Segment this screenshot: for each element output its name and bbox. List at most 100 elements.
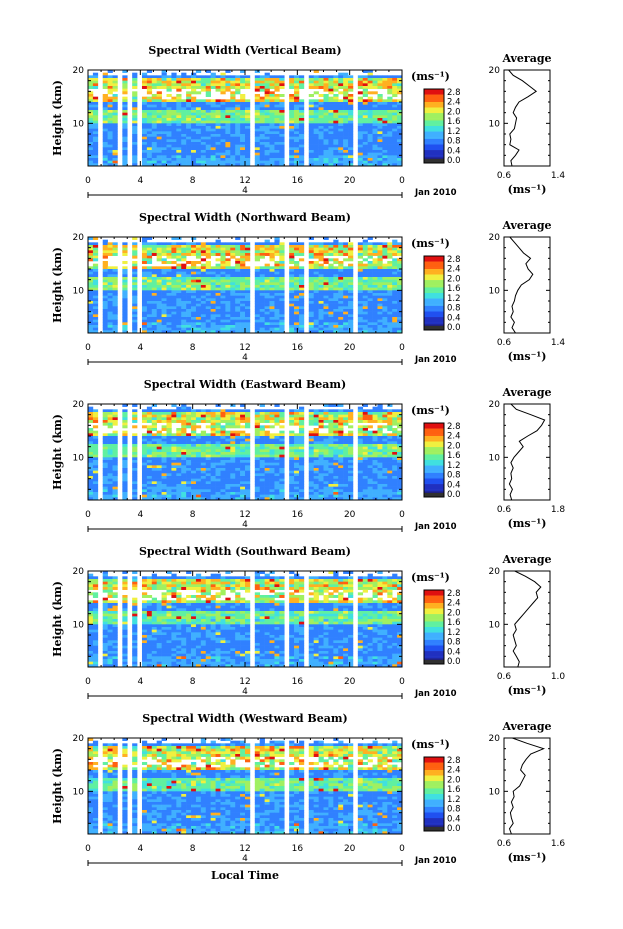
heatmap-cell	[146, 314, 153, 318]
heatmap-cell	[141, 253, 148, 256]
heatmap-cell	[362, 107, 368, 111]
heatmap-cell	[313, 104, 319, 108]
heatmap-cell	[166, 322, 172, 326]
heatmap-cell	[146, 274, 153, 278]
heatmap-cell	[230, 134, 236, 137]
heatmap-cell	[92, 420, 99, 423]
heatmap-cell	[205, 123, 211, 127]
heatmap-cell	[240, 94, 246, 97]
heatmap-cell	[289, 126, 295, 129]
colorbar-segment	[424, 90, 444, 93]
heatmap-cell	[392, 290, 398, 294]
heatmap	[88, 404, 403, 501]
heatmap-cell	[264, 293, 270, 296]
heatmap-cell	[166, 330, 172, 334]
heatmap-cell	[122, 139, 128, 143]
heatmap-cell	[274, 163, 280, 167]
heatmap-cell	[132, 112, 138, 116]
heatmap-cell	[225, 311, 231, 315]
heatmap-cell	[294, 80, 300, 84]
heatmap-cell	[166, 271, 172, 275]
heatmap-cell	[397, 142, 403, 145]
heatmap-cell	[269, 327, 275, 331]
heatmap-cell	[279, 417, 285, 421]
heatmap-cell	[313, 311, 319, 315]
heatmap-cell	[294, 144, 300, 148]
heatmap-cell	[112, 96, 118, 100]
heatmap-cell	[357, 163, 364, 167]
heatmap-cell	[146, 446, 153, 450]
heatmap-cell	[323, 306, 329, 310]
heatmap-cell	[215, 282, 221, 286]
heatmap-cell	[357, 420, 364, 423]
colorbar-segment	[424, 294, 444, 297]
heatmap-cell	[171, 142, 177, 145]
heatmap-cell	[333, 147, 339, 151]
heatmap-cell	[313, 118, 319, 121]
heatmap-cell	[122, 298, 128, 302]
heatmap-cell	[225, 285, 231, 288]
heatmap-cell	[220, 131, 226, 135]
heatmap-cell	[323, 322, 329, 326]
heatmap-cell	[308, 414, 314, 418]
heatmap-cell	[338, 160, 344, 164]
heatmap-cell	[156, 139, 162, 143]
heatmap-cell	[245, 457, 251, 461]
heatmap-cell	[254, 319, 261, 323]
heatmap-cell	[181, 134, 187, 137]
colorbar-segment	[424, 131, 444, 134]
heatmap-cell	[338, 301, 344, 304]
heatmap-cell	[210, 301, 216, 304]
heatmap-cell	[259, 433, 265, 437]
colorbar-segment	[424, 89, 444, 92]
heatmap-cell	[200, 253, 207, 256]
heatmap-cell	[92, 245, 99, 248]
heatmap-cell	[348, 110, 354, 113]
heatmap-cell	[181, 303, 187, 307]
heatmap-cell	[387, 255, 393, 259]
heatmap-cell	[269, 83, 275, 87]
heatmap-cell	[397, 317, 403, 320]
heatmap-cell	[112, 412, 118, 415]
heatmap-cell	[107, 441, 113, 445]
heatmap-cell	[313, 139, 319, 143]
heatmap-cell	[215, 314, 221, 318]
heatmap-cell	[318, 449, 324, 453]
heatmap-cell	[122, 433, 128, 437]
heatmap-cell	[294, 160, 300, 164]
heatmap-cell	[298, 247, 305, 251]
heatmap-cell	[240, 452, 246, 455]
heatmap-cell	[107, 126, 113, 129]
heatmap-cell	[274, 242, 280, 246]
heatmap-cell	[328, 319, 334, 323]
heatmap-cell	[210, 436, 216, 439]
heatmap-cell	[259, 110, 265, 113]
heatmap-cell	[298, 86, 305, 89]
heatmap-cell	[274, 422, 280, 426]
heatmap-cell	[264, 271, 270, 275]
heatmap-cell	[156, 285, 162, 288]
heatmap-cell	[308, 409, 314, 413]
heatmap-cell	[279, 253, 285, 256]
heatmap-cell	[392, 99, 398, 103]
heatmap-cell	[392, 277, 398, 280]
heatmap-cell	[161, 266, 167, 270]
heatmap-cell	[279, 287, 285, 291]
heatmap-cell	[259, 134, 265, 137]
heatmap-cell	[397, 271, 403, 275]
heatmap-cell	[254, 152, 261, 156]
heatmap-cell	[132, 242, 138, 246]
heatmap-cell	[308, 309, 314, 312]
heatmap-cell	[298, 144, 305, 148]
heatmap-cell	[367, 245, 373, 248]
heatmap-cell	[357, 457, 364, 461]
heatmap-cell	[92, 457, 99, 461]
heatmap-cell	[357, 99, 364, 103]
heatmap-cell	[318, 131, 324, 135]
heatmap-cell	[269, 274, 275, 278]
heatmap-cell	[333, 444, 339, 447]
heatmap-cell	[357, 263, 364, 267]
heatmap-cell	[348, 120, 354, 124]
heatmap-cell	[225, 152, 231, 156]
heatmap-cell	[294, 271, 300, 275]
